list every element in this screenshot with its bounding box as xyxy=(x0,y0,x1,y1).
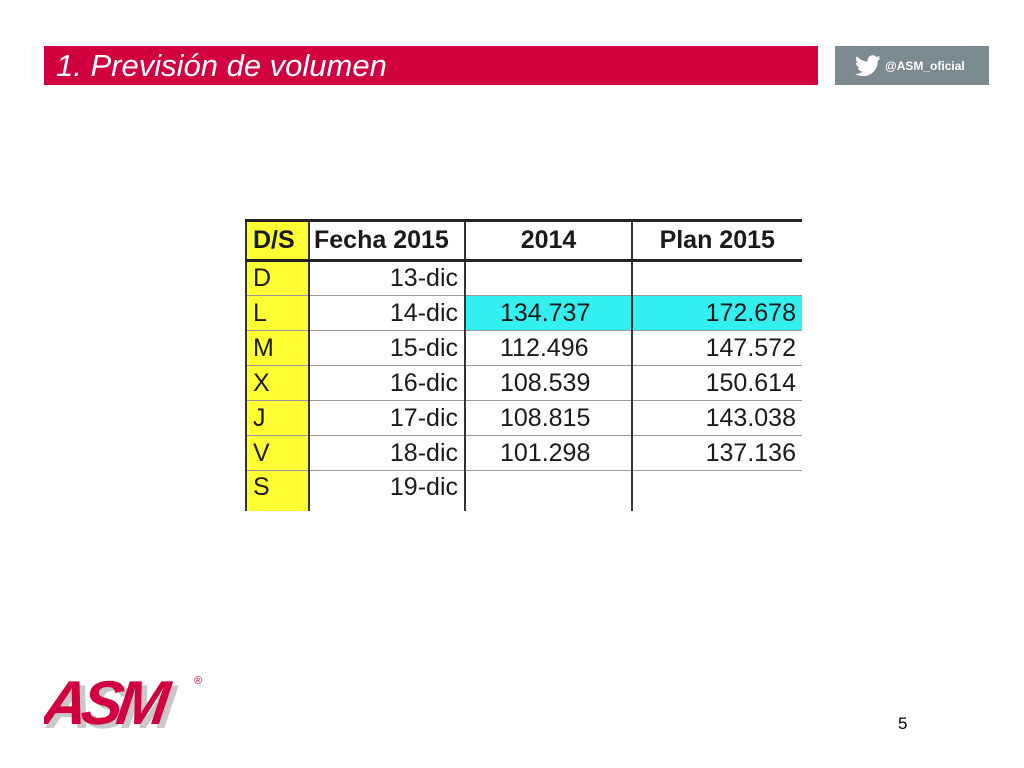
header-fecha-2015: Fecha 2015 xyxy=(308,219,465,262)
asm-logo: ASM ASM ® xyxy=(36,669,208,742)
header-ds: D/S xyxy=(245,219,309,262)
cell-date: 16-dic xyxy=(308,365,465,401)
slide-title: 1. Previsión de volumen xyxy=(56,48,387,83)
cell-day: D xyxy=(245,260,309,296)
cell-2014 xyxy=(464,260,632,296)
cell-date: 17-dic xyxy=(308,400,465,436)
cell-2014: 112.496 xyxy=(464,330,632,366)
table-body: D 13-dic L 14-dic 134.737 172.678 M 15-d… xyxy=(245,260,802,511)
header-2014: 2014 xyxy=(464,219,632,262)
cell-plan-2015: 172.678 xyxy=(631,295,802,331)
cell-day: V xyxy=(245,435,309,471)
table-row: M 15-dic 112.496 147.572 xyxy=(245,330,802,366)
table-row: V 18-dic 101.298 137.136 xyxy=(245,435,802,471)
cell-plan-2015 xyxy=(631,470,802,511)
table-row: X 16-dic 108.539 150.614 xyxy=(245,365,802,401)
cell-day: M xyxy=(245,330,309,366)
cell-date: 13-dic xyxy=(308,260,465,296)
cell-plan-2015: 143.038 xyxy=(631,400,802,436)
cell-2014: 108.539 xyxy=(464,365,632,401)
table-row: J 17-dic 108.815 143.038 xyxy=(245,400,802,436)
twitter-handle: @ASM_oficial xyxy=(885,58,965,73)
cell-date: 15-dic xyxy=(308,330,465,366)
table-row: S 19-dic xyxy=(245,470,802,511)
header-plan-2015: Plan 2015 xyxy=(631,219,802,262)
cell-date: 14-dic xyxy=(308,295,465,331)
page-number: 5 xyxy=(898,714,908,733)
cell-2014 xyxy=(464,470,632,511)
volume-table-image: D/S Fecha 2015 2014 Plan 2015 D 13-dic L… xyxy=(245,219,802,514)
title-bar: 1. Previsión de volumen xyxy=(44,46,818,85)
twitter-bird-icon xyxy=(854,54,881,77)
cell-2014: 101.298 xyxy=(464,435,632,471)
cell-day: L xyxy=(245,295,309,331)
cell-2014: 108.815 xyxy=(464,400,632,436)
cell-plan-2015: 150.614 xyxy=(631,365,802,401)
cell-day: J xyxy=(245,400,309,436)
cell-plan-2015: 137.136 xyxy=(631,435,802,471)
cell-plan-2015: 147.572 xyxy=(631,330,802,366)
table-row: L 14-dic 134.737 172.678 xyxy=(245,295,802,331)
table-row: D 13-dic xyxy=(245,260,802,296)
svg-text:ASM: ASM xyxy=(44,670,175,730)
cell-day: X xyxy=(245,365,309,401)
cell-date: 18-dic xyxy=(308,435,465,471)
table-header-row: D/S Fecha 2015 2014 Plan 2015 xyxy=(245,219,802,262)
cell-day: S xyxy=(245,470,309,511)
twitter-badge[interactable]: @ASM_oficial xyxy=(835,46,989,85)
volume-forecast-table: D/S Fecha 2015 2014 Plan 2015 D 13-dic L… xyxy=(245,219,802,511)
cell-plan-2015 xyxy=(631,260,802,296)
svg-text:®: ® xyxy=(194,675,202,687)
cell-2014: 134.737 xyxy=(464,295,632,331)
cell-date: 19-dic xyxy=(308,470,465,511)
